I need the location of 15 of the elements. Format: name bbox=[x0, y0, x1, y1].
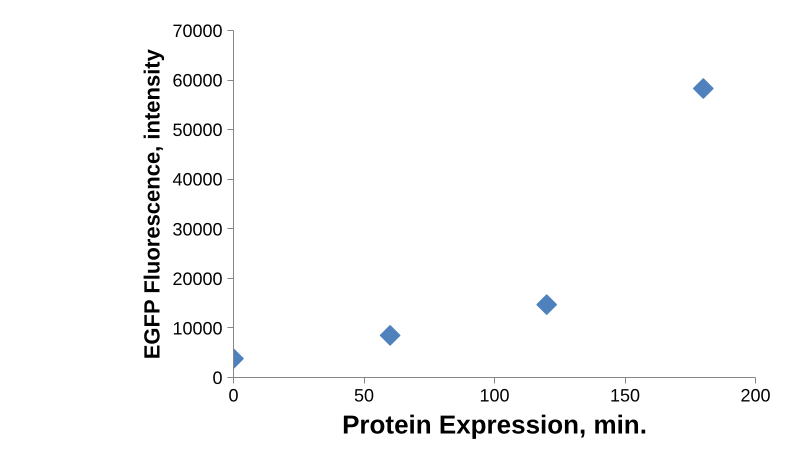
x-tick-label: 50 bbox=[354, 386, 374, 406]
x-tick-label: 150 bbox=[610, 386, 640, 406]
x-axis-title: Protein Expression, min. bbox=[342, 410, 647, 440]
x-tick-label: 200 bbox=[740, 386, 771, 406]
y-tick-label: 10000 bbox=[172, 318, 223, 338]
y-tick-label: 20000 bbox=[172, 268, 223, 289]
y-tick-label: 70000 bbox=[172, 21, 223, 41]
y-tick-label: 40000 bbox=[172, 170, 223, 190]
y-axis-title: EGFP Fluorescence, intensity bbox=[139, 48, 164, 360]
y-tick-label: 0 bbox=[212, 368, 223, 388]
y-tick-label: 50000 bbox=[172, 120, 223, 140]
y-tick-label: 60000 bbox=[172, 70, 223, 91]
x-tick-label: 0 bbox=[228, 386, 239, 406]
y-tick-label: 30000 bbox=[172, 219, 223, 240]
x-tick-label: 100 bbox=[479, 386, 510, 406]
